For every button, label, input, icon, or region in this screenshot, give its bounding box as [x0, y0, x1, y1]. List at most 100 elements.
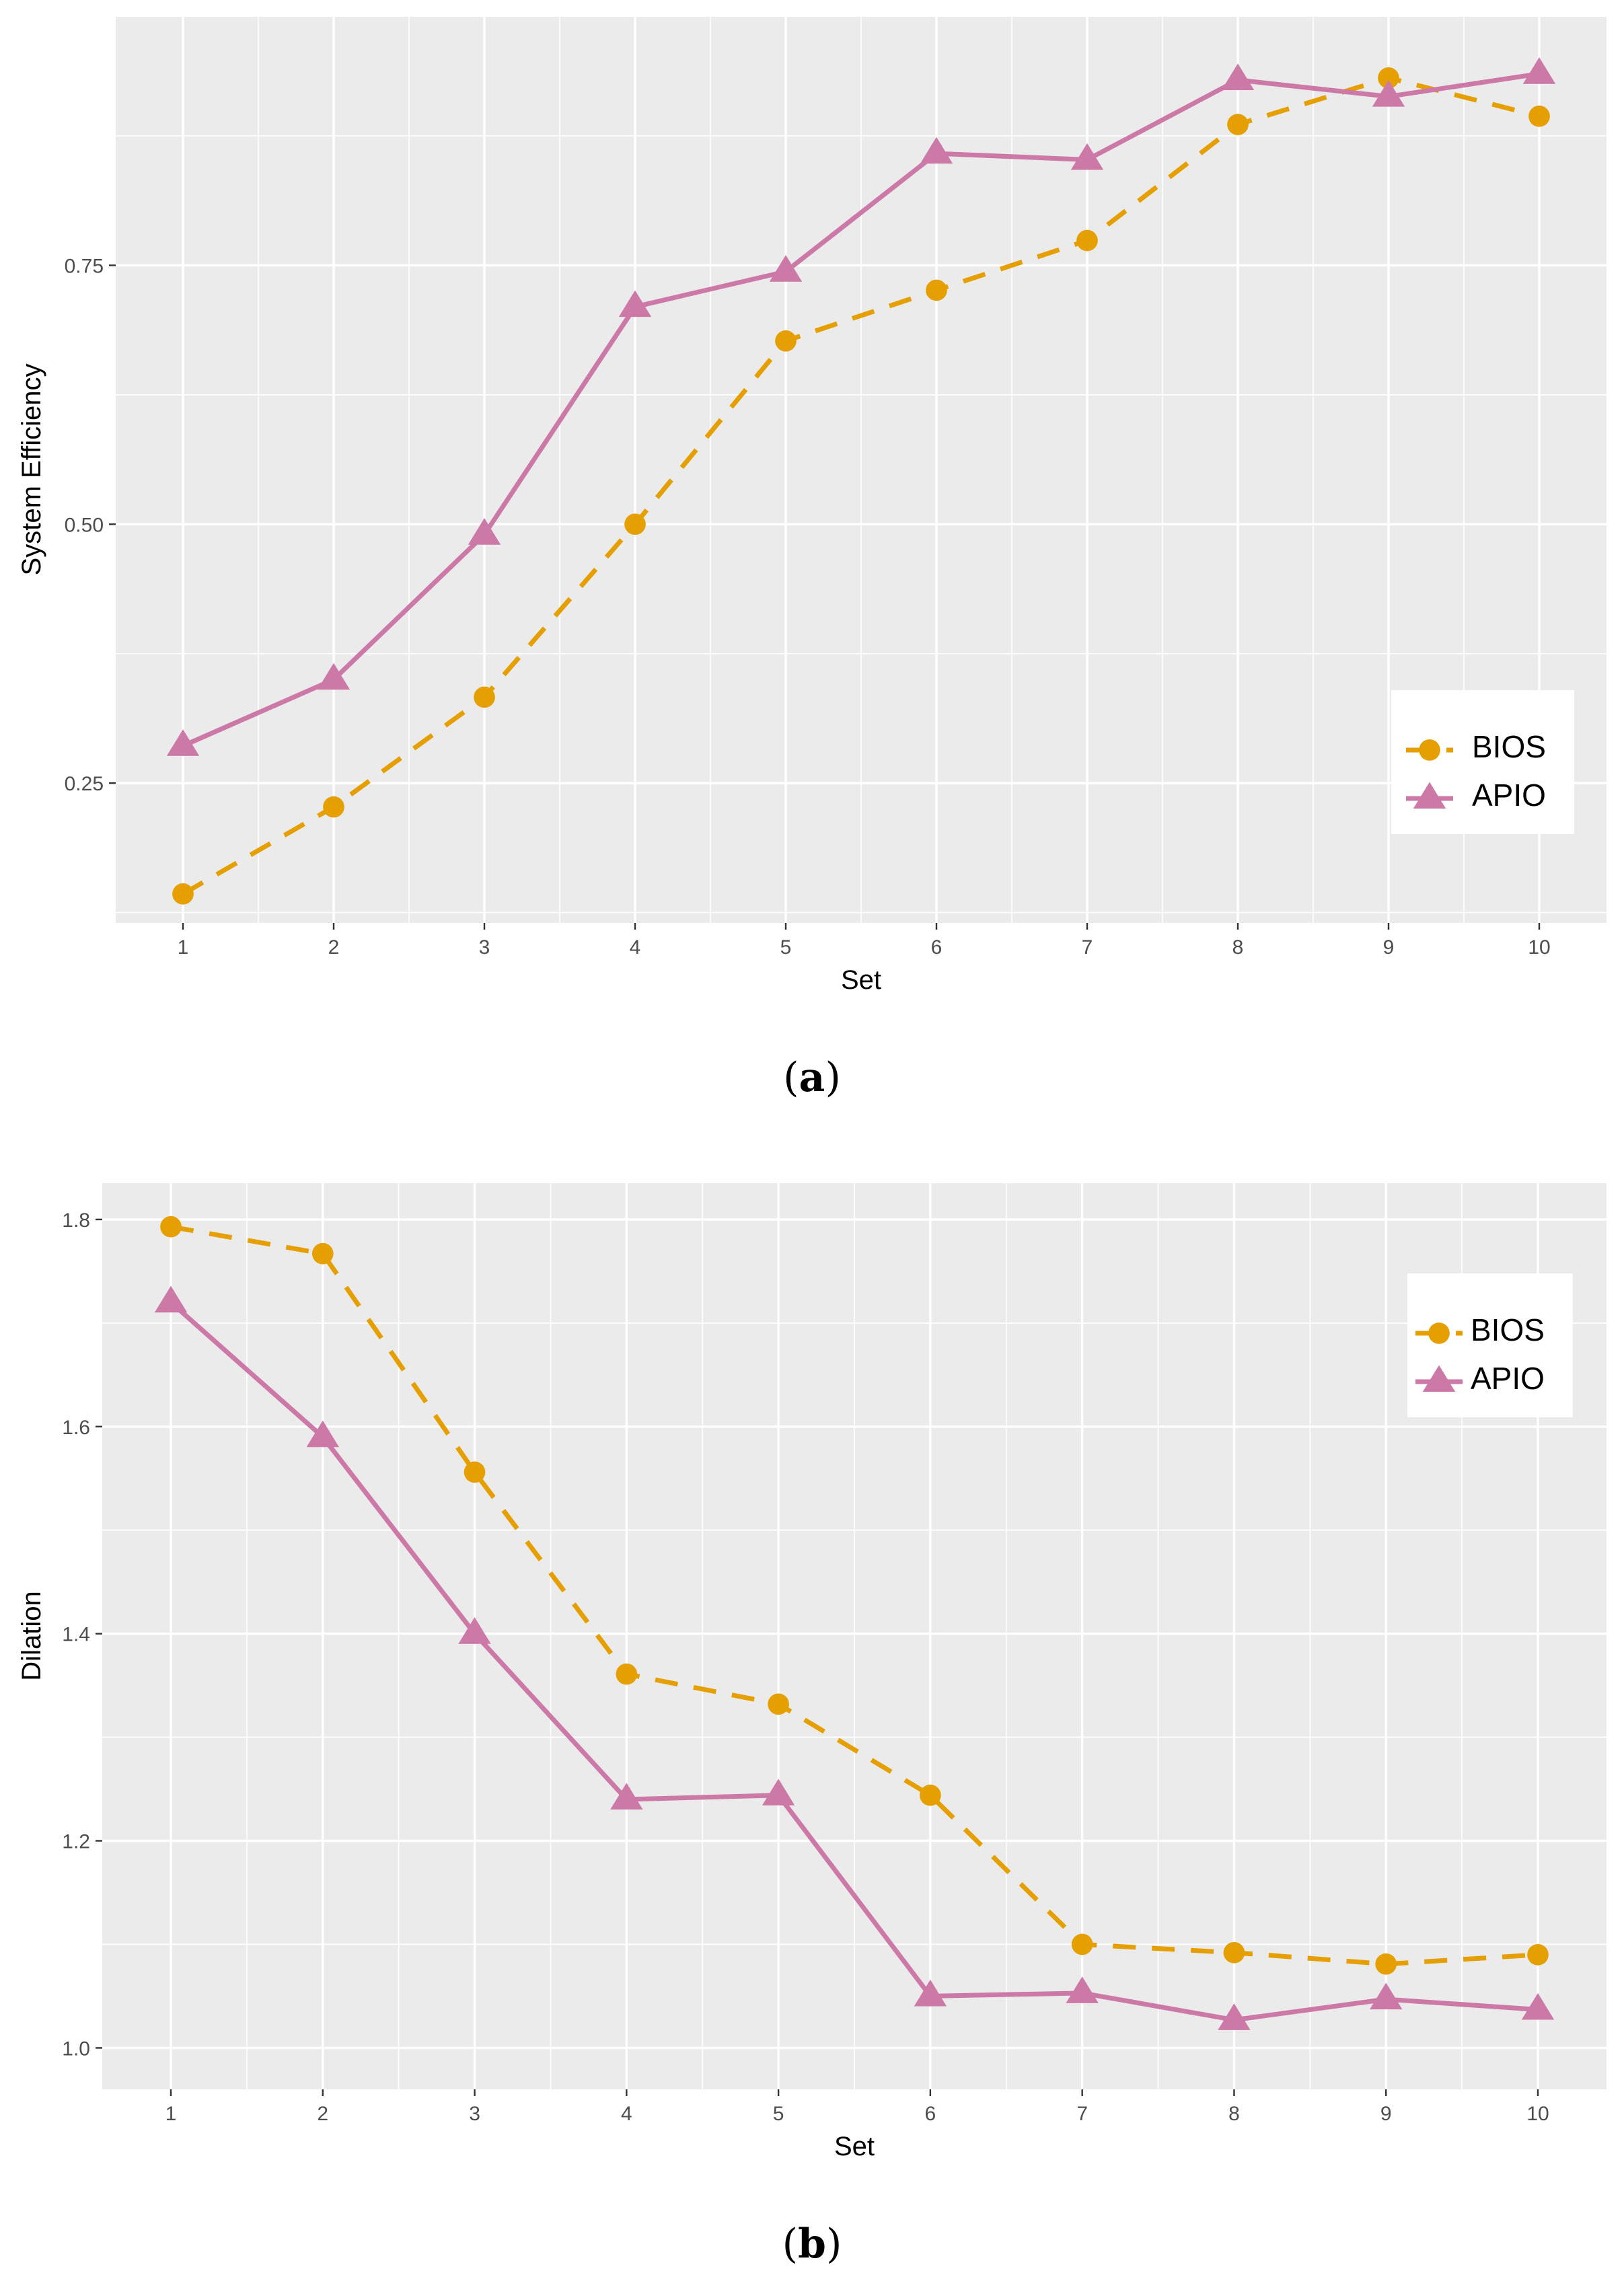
- data-point-apio: [154, 1285, 188, 1313]
- caption-a: (a): [783, 1054, 841, 1101]
- y-axis-title-b: Dilation: [17, 1591, 46, 1680]
- y-tick-label: 1.6: [62, 1417, 90, 1439]
- data-point-apio: [920, 137, 953, 164]
- y-tick-label: 0.25: [65, 773, 104, 795]
- x-tick-label: 2: [317, 2103, 328, 2125]
- x-axis-a: 1 2 3 4 5 6 7 8 9 10: [178, 923, 1551, 959]
- data-point-apio: [1218, 2003, 1251, 2030]
- series-line-bios: [170, 1224, 1539, 1967]
- series-line-apio: [182, 71, 1540, 748]
- data-point-apio: [306, 1420, 339, 1448]
- legend-a: BIOS APIO: [1391, 690, 1574, 834]
- data-point-bios: [323, 796, 344, 818]
- data-point-bios: [616, 1663, 638, 1685]
- data-point-apio: [1372, 79, 1405, 107]
- legend-label-apio-a: APIO: [1472, 778, 1546, 813]
- x-tick-label: 5: [780, 936, 792, 959]
- y-tick-label: 0.50: [65, 514, 104, 536]
- data-point-bios: [775, 330, 797, 352]
- x-tick-label: 6: [931, 936, 943, 959]
- data-point-bios: [1071, 1933, 1093, 1955]
- data-point-bios: [1375, 1953, 1397, 1975]
- data-point-bios: [926, 279, 947, 301]
- x-tick-label: 1: [178, 936, 189, 959]
- legend-label-bios-a: BIOS: [1472, 729, 1546, 764]
- x-tick-label: 6: [925, 2103, 936, 2125]
- caption-b: (b): [782, 2221, 842, 2268]
- x-tick-label: 8: [1232, 936, 1244, 959]
- y-axis-b: 1.0 1.2 1.4 1.6 1.8: [62, 1209, 102, 2060]
- legend-key-bios-icon: [1419, 739, 1440, 761]
- x-tick-label: 9: [1380, 2103, 1392, 2125]
- data-point-apio: [1221, 63, 1255, 90]
- y-axis-title-a: System Efficiency: [17, 364, 46, 576]
- data-point-bios: [160, 1216, 182, 1238]
- data-point-bios: [1378, 67, 1399, 89]
- y-tick-label: 1.0: [62, 2038, 90, 2060]
- data-point-apio: [1521, 1992, 1555, 2020]
- legend-box-b: [1407, 1273, 1573, 1417]
- chart-b: 1.0 1.2 1.4 1.6 1.8 1 2 3 4 5 6 7 8 9 10 Set Dilation…: [17, 1183, 1607, 2268]
- x-tick-label: 3: [469, 2103, 480, 2125]
- y-tick-label: 1.4: [62, 1624, 90, 1646]
- y-tick-label: 0.75: [65, 255, 104, 277]
- x-axis-title-a: Set: [841, 965, 881, 995]
- data-point-bios: [1528, 105, 1550, 127]
- data-point-bios: [1223, 1941, 1245, 1964]
- x-tick-label: 3: [479, 936, 490, 959]
- x-tick-label: 10: [1528, 936, 1550, 959]
- data-point-apio: [618, 290, 652, 318]
- data-point-bios: [172, 883, 194, 905]
- x-tick-label: 10: [1526, 2103, 1549, 2125]
- x-tick-label: 4: [630, 936, 641, 959]
- data-point-bios: [624, 513, 646, 535]
- data-point-bios: [920, 1784, 941, 1806]
- chart-a: 0.25 0.50 0.75 1 2 3 4 5 6 7 8 9 10 Set System Effi…: [17, 17, 1607, 1101]
- gridlines-a: [116, 17, 1607, 923]
- legend-key-apio-icon: [1422, 1365, 1456, 1392]
- series-line-apio: [169, 1300, 1539, 2023]
- data-point-apio: [1370, 1982, 1403, 2010]
- y-axis-a: 0.25 0.50 0.75: [65, 255, 116, 795]
- data-point-apio: [610, 1783, 643, 1810]
- y-tick-label: 1.8: [62, 1209, 90, 1232]
- data-point-apio: [1522, 57, 1556, 84]
- legend-label-apio-b: APIO: [1471, 1361, 1545, 1396]
- legend-key-bios-icon: [1428, 1322, 1450, 1344]
- data-point-bios: [768, 1693, 789, 1715]
- data-point-bios: [1076, 229, 1098, 252]
- x-tick-label: 8: [1228, 2103, 1240, 2125]
- legend-key-apio-icon: [1413, 782, 1446, 809]
- legend-b: BIOS APIO: [1407, 1273, 1573, 1417]
- data-point-apio: [166, 729, 200, 756]
- data-point-bios: [1227, 114, 1249, 135]
- data-point-bios: [1527, 1944, 1549, 1966]
- x-tick-label: 4: [621, 2103, 632, 2125]
- data-point-apio: [317, 663, 350, 690]
- x-tick-label: 5: [773, 2103, 784, 2125]
- x-tick-label: 7: [1082, 936, 1093, 959]
- series-a: [166, 57, 1556, 905]
- data-point-bios: [474, 686, 495, 708]
- x-tick-label: 9: [1383, 936, 1395, 959]
- x-axis-b: 1 2 3 4 5 6 7 8 9 10: [165, 2089, 1549, 2125]
- data-point-apio: [1070, 143, 1104, 170]
- data-point-bios: [464, 1461, 486, 1483]
- x-axis-title-b: Set: [834, 2132, 875, 2161]
- x-tick-label: 1: [165, 2103, 177, 2125]
- data-point-apio: [762, 1779, 795, 1805]
- data-point-bios: [311, 1242, 334, 1265]
- data-point-apio: [914, 1979, 947, 2007]
- x-tick-label: 7: [1076, 2103, 1088, 2125]
- data-point-apio: [458, 1617, 491, 1644]
- legend-box-a: [1391, 690, 1574, 834]
- data-point-apio: [769, 255, 803, 282]
- y-tick-label: 1.2: [62, 1831, 90, 1853]
- data-point-apio: [1066, 1976, 1099, 2003]
- data-point-apio: [468, 518, 501, 545]
- series-b: [154, 1216, 1555, 2030]
- legend-label-bios-b: BIOS: [1471, 1312, 1545, 1347]
- series-line-bios: [182, 75, 1540, 896]
- gridlines-b: [102, 1183, 1607, 2089]
